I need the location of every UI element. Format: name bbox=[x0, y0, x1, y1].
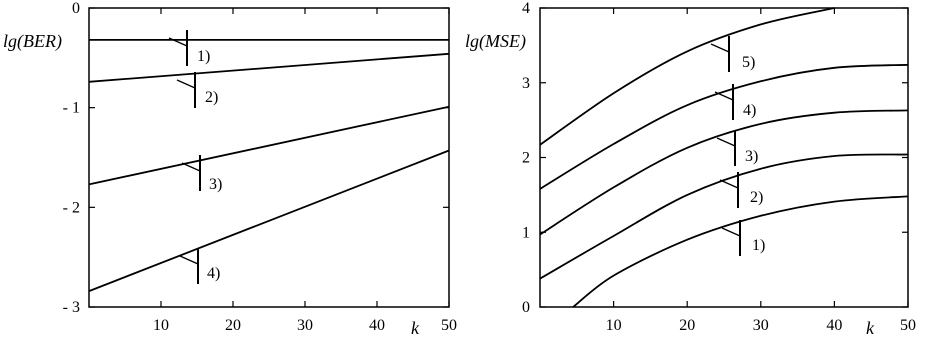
curve-label: 4) bbox=[743, 102, 756, 119]
y-tick-label: 2 bbox=[522, 150, 530, 167]
curve-label: 4) bbox=[207, 265, 220, 282]
x-tick-label: 20 bbox=[679, 317, 695, 334]
x-tick-label: 40 bbox=[369, 317, 385, 334]
x-tick-label: 30 bbox=[297, 317, 313, 334]
curve-marker-leader bbox=[714, 91, 734, 101]
series-line-3 bbox=[88, 149, 450, 292]
chart-lg-ber: 10 20 30 40 50 0 - 1 - 2 - 3 lg(BER) k 1) 2) 3) 4) bbox=[3, 0, 457, 338]
series-line-1 bbox=[88, 52, 450, 83]
curve-marker-leader bbox=[179, 255, 199, 265]
x-axis-label: k bbox=[411, 318, 420, 338]
plot-frame bbox=[88, 7, 450, 308]
curve-marker-leader bbox=[716, 137, 736, 147]
y-axis-label: lg(MSE) bbox=[465, 31, 526, 52]
y-tick-label: - 3 bbox=[63, 299, 80, 316]
curve-label: 3) bbox=[745, 148, 758, 165]
series-line-0 bbox=[572, 195, 909, 308]
curve-marker-leader bbox=[719, 179, 739, 189]
y-tick-label: 3 bbox=[522, 75, 530, 92]
x-tick-label: 10 bbox=[606, 317, 622, 334]
y-axis-label: lg(BER) bbox=[3, 31, 62, 52]
curve-label: 2) bbox=[750, 189, 763, 206]
curve-marker-leader bbox=[721, 227, 741, 237]
curve-label: 1) bbox=[197, 48, 210, 65]
x-tick-label: 30 bbox=[753, 317, 769, 334]
x-tick-label: 40 bbox=[826, 317, 842, 334]
curve-label: 3) bbox=[209, 176, 222, 193]
x-tick-label: 50 bbox=[441, 317, 457, 334]
y-tick-label: 0 bbox=[72, 0, 80, 17]
y-tick-label: - 1 bbox=[63, 100, 80, 117]
y-tick-label: 1 bbox=[522, 224, 530, 241]
y-tick-label: 0 bbox=[522, 299, 530, 316]
curve-label: 5) bbox=[742, 54, 755, 71]
curve-marker-leader bbox=[710, 43, 730, 53]
chart-lg-mse: 10 20 30 40 50 0 1 2 3 4 lg(MSE) k 5) 4) 3) 2) 1) bbox=[465, 0, 916, 338]
plot-frame bbox=[539, 7, 909, 308]
y-tick-label: 4 bbox=[522, 0, 530, 17]
series-line-2 bbox=[88, 105, 450, 186]
series-line-4 bbox=[539, 7, 835, 146]
x-tick-label: 50 bbox=[900, 317, 916, 334]
series-line-3 bbox=[539, 63, 909, 190]
x-tick-label: 10 bbox=[153, 317, 169, 334]
y-tick-label: - 2 bbox=[63, 199, 80, 216]
curve-marker-leader bbox=[176, 79, 196, 89]
curve-label: 1) bbox=[752, 237, 765, 254]
curve-label: 2) bbox=[205, 89, 218, 106]
series-line-2 bbox=[539, 109, 909, 236]
x-tick-label: 20 bbox=[225, 317, 241, 334]
curve-marker-leader bbox=[168, 37, 188, 47]
curve-marker-leader bbox=[181, 162, 201, 172]
x-axis-label: k bbox=[866, 318, 875, 338]
series-line-1 bbox=[539, 153, 909, 280]
